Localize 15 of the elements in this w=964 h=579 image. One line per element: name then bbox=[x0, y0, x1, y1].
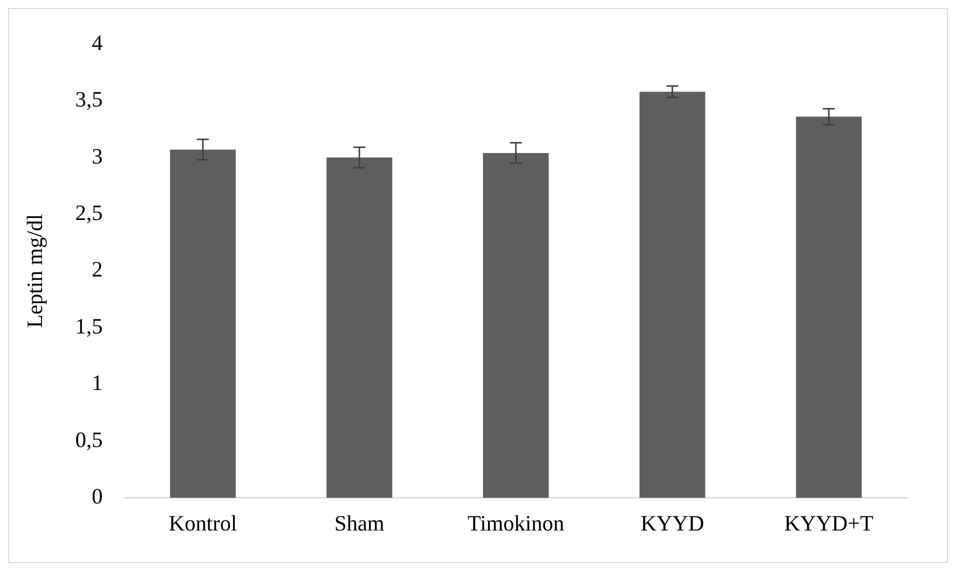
y-tick-label: 4 bbox=[92, 30, 103, 55]
y-tick-label: 0,5 bbox=[75, 426, 103, 452]
y-tick-label: 3,5 bbox=[75, 86, 103, 112]
y-tick-label: 3 bbox=[92, 143, 103, 168]
y-tick-label: 2 bbox=[92, 256, 103, 282]
x-tick-label: KYYD bbox=[640, 510, 704, 536]
y-axis-title: Leptin mg/dl bbox=[22, 214, 47, 328]
x-tick-label: Sham bbox=[334, 510, 384, 536]
x-tick-label: KYYD+T bbox=[784, 510, 874, 536]
y-tick-label: 0 bbox=[92, 484, 103, 509]
x-tick-label: Timokinon bbox=[468, 510, 564, 536]
x-tick-label: Kontrol bbox=[168, 510, 238, 536]
y-tick-label: 1,5 bbox=[75, 313, 103, 338]
y-tick-label: 1 bbox=[92, 370, 103, 396]
y-tick-label: 2,5 bbox=[75, 200, 103, 225]
